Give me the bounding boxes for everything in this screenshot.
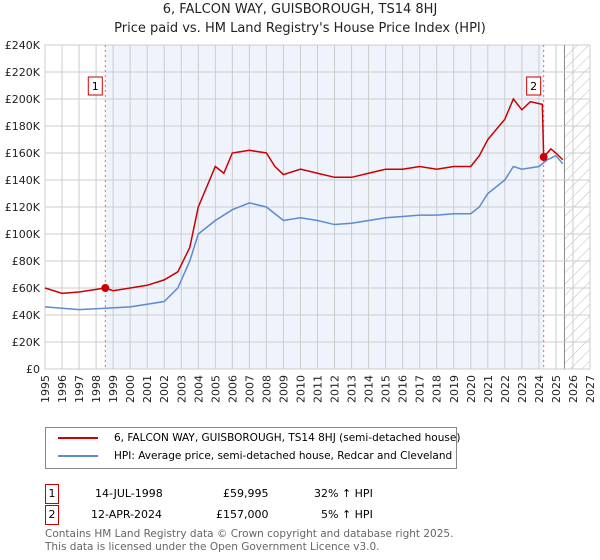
x-tick-label: 2003 <box>175 375 188 403</box>
y-tick-label: £40K <box>12 309 41 322</box>
x-tick-label: 2004 <box>192 375 205 403</box>
y-tick-label: £220K <box>5 66 41 79</box>
plot-frame <box>44 44 591 370</box>
x-tick-label: 2009 <box>277 375 290 403</box>
x-tick-label: 2025 <box>550 375 563 403</box>
footer-line: This data is licensed under the Open Gov… <box>45 541 380 553</box>
x-tick-label: 1998 <box>90 375 103 403</box>
footer: Contains HM Land Registry data © Crown c… <box>45 528 595 554</box>
y-tick-label: £120K <box>5 201 41 214</box>
y-tick-label: £20K <box>12 336 41 349</box>
x-tick-label: 2016 <box>397 375 410 403</box>
series-line <box>44 154 564 311</box>
y-tick-label: £60K <box>12 282 41 295</box>
chart-title: 6, FALCON WAY, GUISBOROUGH, TS14 8HJ <box>162 2 438 17</box>
sale-price: £157,000 <box>216 508 269 521</box>
x-tick-label: 2019 <box>448 375 461 403</box>
x-tick-label: 2022 <box>499 375 512 403</box>
y-tick-label: £240K <box>5 39 41 52</box>
sale-label-box <box>87 76 103 96</box>
sale-marker: 1 <box>45 484 59 504</box>
sale-label-box <box>526 76 542 96</box>
legend-label-property: 6, FALCON WAY, GUISBOROUGH, TS14 8HJ (se… <box>114 432 461 444</box>
x-tick-label: 2006 <box>226 375 239 403</box>
sale-point <box>539 153 548 162</box>
x-tick-label: 1997 <box>73 375 86 403</box>
y-tick-label: £200K <box>5 93 41 106</box>
chart-subtitle: Price paid vs. HM Land Registry's House … <box>114 21 486 36</box>
y-tick-label: £160K <box>5 147 41 160</box>
x-tick-label: 2024 <box>533 375 546 403</box>
x-tick-label: 2026 <box>567 375 580 403</box>
x-tick-label: 2013 <box>346 375 359 403</box>
legend-swatch-property <box>58 437 98 439</box>
y-tick-label: £100K <box>5 228 41 241</box>
x-tick-label: 2002 <box>158 375 171 403</box>
legend-label-hpi: HPI: Average price, semi-detached house,… <box>114 450 453 462</box>
x-tick-label: 2017 <box>414 375 427 403</box>
footer-line: Contains HM Land Registry data © Crown c… <box>45 528 454 540</box>
legend: 6, FALCON WAY, GUISBOROUGH, TS14 8HJ (se… <box>45 427 461 469</box>
x-tick-label: 2011 <box>312 375 325 403</box>
x-tick-label: 2012 <box>329 375 342 403</box>
x-tick-label: 2014 <box>363 375 376 403</box>
y-tick-label: £80K <box>12 255 41 268</box>
x-tick-label: 2005 <box>209 375 222 403</box>
x-tick-label: 2018 <box>431 375 444 403</box>
sale-row-1: 1 14-JUL-1998 £59,995 32% ↑ HPI <box>45 484 445 504</box>
x-tick-label: 1999 <box>107 375 120 403</box>
x-tick-label: 2008 <box>260 375 273 403</box>
sale-label: 2 <box>530 80 537 93</box>
x-tick-label: 2020 <box>465 375 478 403</box>
x-tick-label: 2023 <box>516 375 529 403</box>
x-tick-label: 1995 <box>39 375 52 403</box>
sale-label: 1 <box>92 80 99 93</box>
sale-hpi: 5% ↑ HPI <box>321 508 373 521</box>
sale-price: £59,995 <box>223 487 269 500</box>
series-line <box>44 97 564 295</box>
sale-date: 12-APR-2024 <box>91 508 163 521</box>
price-chart: 1995 1996 1997 1998 1999 2000 2001 2002 2003 2004… <box>5 39 597 403</box>
y-tick-label: £140K <box>5 174 41 187</box>
legend-swatch-hpi <box>58 455 98 457</box>
sale-hpi: 32% ↑ HPI <box>314 487 373 500</box>
x-tick-label: 2027 <box>584 375 597 403</box>
x-tick-label: 2010 <box>294 375 307 403</box>
y-tick-label: £0 <box>26 363 40 376</box>
x-tick-label: 2000 <box>124 375 137 403</box>
sale-date: 14-JUL-1998 <box>95 487 163 500</box>
x-tick-label: 2001 <box>141 375 154 403</box>
sale-row-2: 2 12-APR-2024 £157,000 5% ↑ HPI <box>45 505 445 525</box>
x-tick-label: 2015 <box>380 375 393 403</box>
x-tick-label: 2021 <box>482 375 495 403</box>
y-tick-label: £180K <box>5 120 41 133</box>
sale-point <box>101 284 110 293</box>
sale-marker: 2 <box>45 505 59 525</box>
x-tick-label: 1996 <box>56 375 69 403</box>
x-tick-label: 2007 <box>243 375 256 403</box>
